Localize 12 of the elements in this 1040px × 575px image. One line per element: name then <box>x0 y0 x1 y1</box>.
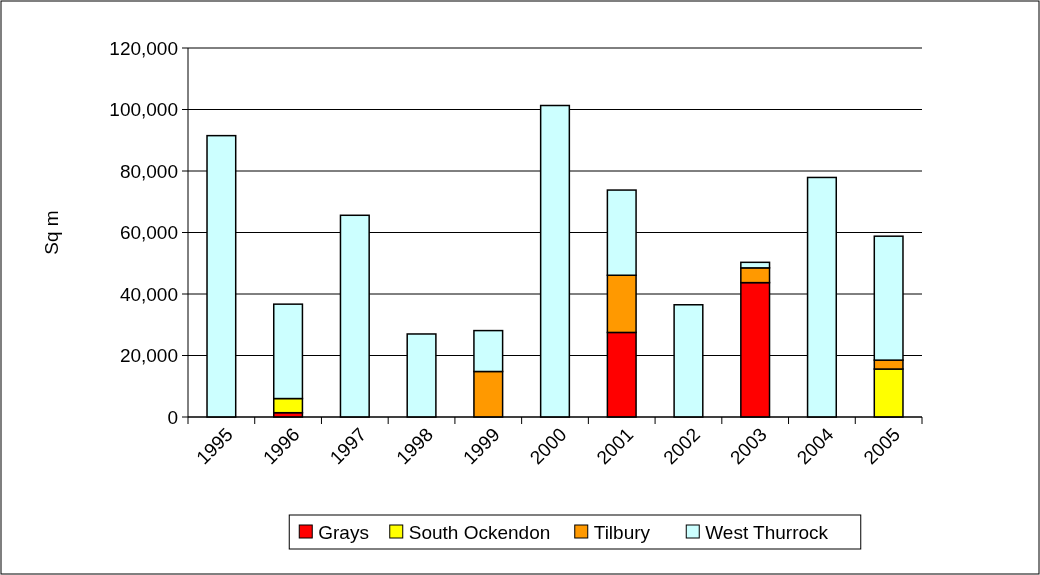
y-tick-label: 0 <box>167 406 178 428</box>
y-tick-label: 120,000 <box>109 37 178 59</box>
y-tick-label: 80,000 <box>119 160 178 182</box>
legend-label: West Thurrock <box>705 521 829 543</box>
legend-label: Grays <box>318 521 369 543</box>
legend-label: South Ockendon <box>408 521 551 543</box>
y-tick-label: 40,000 <box>119 283 178 305</box>
legend-label: Tilbury <box>593 521 651 543</box>
y-tick-label: 20,000 <box>119 345 178 367</box>
y-tick-label: 60,000 <box>119 222 178 244</box>
y-tick-label: 100,000 <box>109 99 178 121</box>
y-axis-title: Sq m <box>41 210 62 255</box>
